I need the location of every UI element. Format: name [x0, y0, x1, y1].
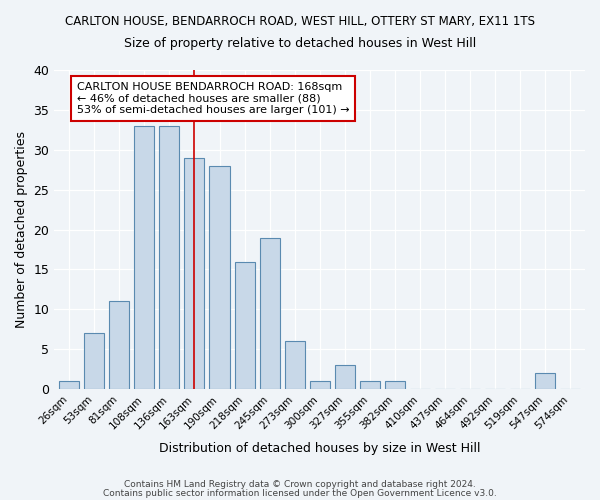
Text: Contains HM Land Registry data © Crown copyright and database right 2024.: Contains HM Land Registry data © Crown c… — [124, 480, 476, 489]
Bar — [359, 381, 380, 389]
Bar — [235, 262, 254, 389]
Bar — [109, 302, 130, 389]
Bar — [59, 381, 79, 389]
Bar — [209, 166, 230, 389]
Bar — [85, 334, 104, 389]
Text: CARLTON HOUSE BENDARROCH ROAD: 168sqm
← 46% of detached houses are smaller (88)
: CARLTON HOUSE BENDARROCH ROAD: 168sqm ← … — [77, 82, 349, 115]
Text: Contains public sector information licensed under the Open Government Licence v3: Contains public sector information licen… — [103, 488, 497, 498]
Bar — [184, 158, 205, 389]
Bar — [134, 126, 154, 389]
Bar — [160, 126, 179, 389]
Bar — [284, 342, 305, 389]
X-axis label: Distribution of detached houses by size in West Hill: Distribution of detached houses by size … — [159, 442, 481, 455]
Bar — [385, 381, 405, 389]
Bar — [535, 373, 555, 389]
Y-axis label: Number of detached properties: Number of detached properties — [15, 131, 28, 328]
Text: CARLTON HOUSE, BENDARROCH ROAD, WEST HILL, OTTERY ST MARY, EX11 1TS: CARLTON HOUSE, BENDARROCH ROAD, WEST HIL… — [65, 15, 535, 28]
Text: Size of property relative to detached houses in West Hill: Size of property relative to detached ho… — [124, 38, 476, 51]
Bar — [260, 238, 280, 389]
Bar — [310, 381, 329, 389]
Bar — [335, 365, 355, 389]
